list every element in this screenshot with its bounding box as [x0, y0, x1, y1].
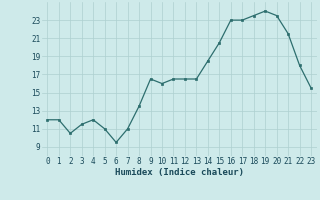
X-axis label: Humidex (Indice chaleur): Humidex (Indice chaleur) — [115, 168, 244, 177]
